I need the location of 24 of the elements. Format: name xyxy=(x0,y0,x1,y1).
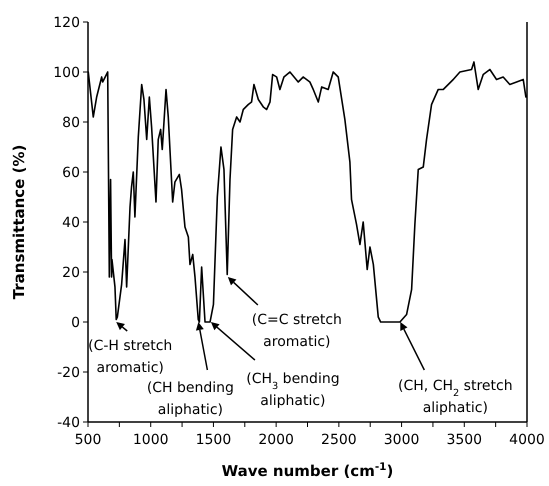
y-tick-label: 20 xyxy=(62,264,80,281)
x-tick-label: 3000 xyxy=(384,432,420,448)
x-tick-label: 2500 xyxy=(321,432,357,448)
y-tick-label: 120 xyxy=(53,14,80,31)
annotation: (C=C stretch aromatic) xyxy=(252,312,342,350)
x-tick-label: 1000 xyxy=(132,432,169,448)
x-tick-label: 1500 xyxy=(196,432,232,448)
x-tick-label: 500 xyxy=(74,432,102,448)
y-tick-label: 100 xyxy=(53,64,80,81)
x-tick-label: 4000 xyxy=(509,432,545,448)
annotation: (CH bending aliphatic) xyxy=(146,380,234,418)
y-tick-label: 0 xyxy=(71,314,80,331)
x-tick-label: 3500 xyxy=(446,432,482,448)
y-tick-label: -20 xyxy=(57,364,80,381)
annotation: (CH, CH$_{2}$ stretch aliphatic) xyxy=(398,378,513,416)
y-tick-label: 60 xyxy=(62,164,80,181)
annotation: (CH$_{3}$ bending aliphatic) xyxy=(246,371,340,409)
y-axis-title: Transmittance (%) xyxy=(10,144,28,300)
x-axis-title: Wave number (cm$^{-1}$) xyxy=(222,461,394,480)
annotation: (C-H stretch aromatic) xyxy=(88,338,172,376)
x-tick-label: 2000 xyxy=(258,432,294,448)
y-tick-label: 80 xyxy=(62,114,80,131)
y-tick-label: 40 xyxy=(62,214,80,231)
y-tick-label: -40 xyxy=(57,414,80,431)
